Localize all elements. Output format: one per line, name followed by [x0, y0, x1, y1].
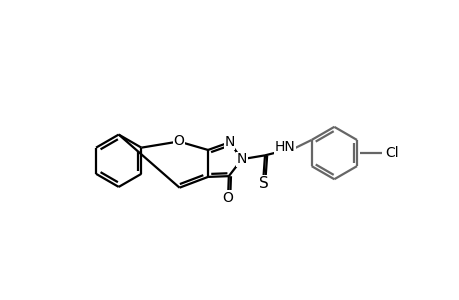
Text: HN: HN	[274, 140, 295, 154]
Text: O: O	[173, 134, 184, 148]
Text: O: O	[222, 191, 233, 205]
Text: N: N	[236, 152, 246, 166]
Text: S: S	[258, 176, 268, 190]
Text: N: N	[224, 135, 234, 149]
Text: Cl: Cl	[384, 146, 398, 160]
